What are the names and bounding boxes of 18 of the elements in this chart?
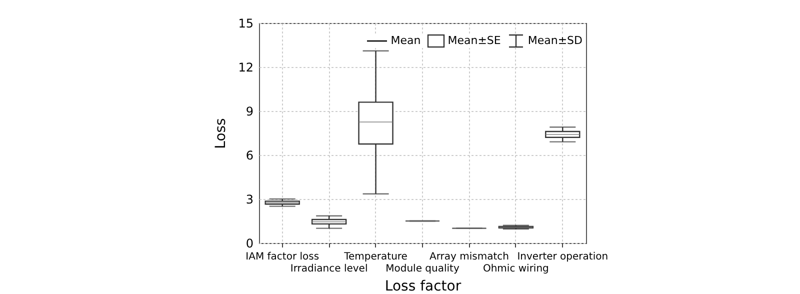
x-tick-label: Irradiance level bbox=[290, 264, 368, 274]
y-tick-label: 3 bbox=[246, 192, 254, 206]
x-tick-label: IAM factor loss bbox=[246, 252, 320, 262]
x-tick-label: Temperature bbox=[343, 252, 408, 262]
y-axis-title: Loss bbox=[213, 118, 230, 149]
annotation: Mean±SE bbox=[448, 34, 501, 47]
annotation: Mean±SD bbox=[528, 34, 582, 47]
x-tick-label: Array mismatch bbox=[429, 252, 509, 262]
annotation: Mean bbox=[390, 34, 421, 47]
x-tick-label: Inverter operation bbox=[517, 252, 608, 262]
y-tick-label: 0 bbox=[246, 236, 254, 250]
y-tick-label: 15 bbox=[238, 16, 254, 30]
y-tick-label: 9 bbox=[246, 104, 254, 118]
x-tick-label: Ohmic wiring bbox=[482, 264, 549, 274]
x-axis-title: Loss factor bbox=[384, 278, 462, 294]
x-tick-label: Module quality bbox=[386, 264, 460, 274]
y-tick-label: 12 bbox=[238, 60, 254, 74]
y-tick-label: 6 bbox=[246, 148, 254, 162]
